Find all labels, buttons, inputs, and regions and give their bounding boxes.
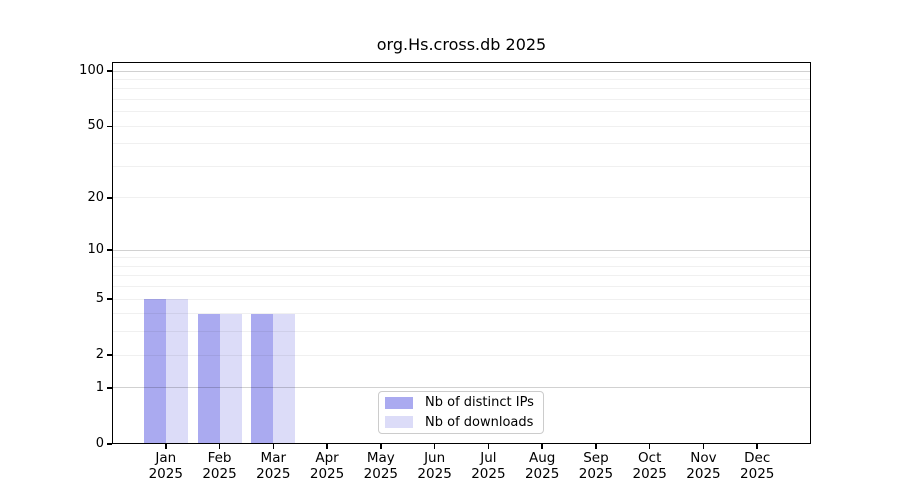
y-tick-0 — [107, 443, 112, 445]
x-tick-label-jun: Jun 2025 — [417, 450, 452, 482]
x-tick-jul — [487, 444, 490, 449]
gridline-y-50 — [112, 125, 811, 127]
gridline-y-30 — [112, 166, 811, 167]
y-tick-label-1: 1 — [95, 379, 104, 395]
gridline-y-90 — [112, 78, 811, 80]
gridline-y-3 — [112, 331, 811, 333]
x-tick-label-may: May 2025 — [363, 450, 399, 482]
gridline-y-8 — [112, 265, 811, 267]
gridline-y-9 — [112, 257, 811, 259]
gridline-y-40 — [112, 143, 811, 145]
x-tick-sep — [595, 444, 597, 449]
y-tick-label-20: 20 — [87, 189, 104, 205]
x-tick-nov — [702, 444, 705, 449]
y-tick-label-50: 50 — [87, 118, 104, 134]
x-tick-mar — [272, 444, 275, 449]
legend-label-downloads: Nb of downloads — [425, 414, 534, 430]
y-tick-50 — [107, 125, 112, 128]
y-tick-20 — [107, 197, 112, 199]
grid-layer — [112, 62, 811, 444]
x-tick-feb — [218, 444, 221, 449]
legend-entry-downloads: Nb of downloads — [385, 414, 537, 432]
x-tick-label-apr: Apr 2025 — [309, 450, 345, 482]
x-tick-label-dec: Dec 2025 — [740, 450, 775, 482]
x-tick-label-oct: Oct 2025 — [632, 450, 667, 482]
x-tick-jun — [433, 444, 436, 449]
y-tick-1 — [107, 387, 112, 389]
y-tick-5 — [107, 298, 112, 300]
bar-distinct-ips-mar — [251, 313, 274, 444]
x-tick-label-jul: Jul 2025 — [471, 450, 506, 482]
gridline-y-60 — [112, 111, 811, 113]
gridline-y-4 — [112, 313, 811, 315]
bar-distinct-ips-jan — [143, 299, 166, 444]
bar-distinct-ips-feb — [197, 313, 220, 444]
gridline-y-70 — [112, 99, 811, 101]
x-tick-label-jan: Jan 2025 — [148, 450, 183, 482]
bar-downloads-feb — [219, 313, 242, 444]
legend: Nb of distinct IPs Nb of downloads — [378, 391, 544, 434]
y-tick-label-10: 10 — [87, 242, 104, 258]
bars-layer — [112, 62, 811, 444]
legend-swatch-distinct-ips — [385, 396, 413, 409]
gridline-y-10 — [112, 249, 811, 251]
y-tick-100 — [107, 70, 112, 72]
gridline-y-7 — [112, 275, 811, 277]
y-tick-label-2: 2 — [95, 347, 104, 363]
gridline-y-20 — [112, 197, 811, 199]
x-tick-may — [380, 444, 382, 449]
y-tick-label-5: 5 — [95, 291, 104, 307]
x-tick-label-sep: Sep 2025 — [578, 450, 614, 482]
gridline-y-1 — [112, 387, 811, 389]
gridline-y-2 — [112, 354, 811, 356]
gridline-y-100 — [112, 70, 811, 72]
y-tick-2 — [107, 354, 112, 356]
x-tick-label-nov: Nov 2025 — [686, 450, 721, 482]
gridline-y-6 — [112, 286, 811, 288]
x-tick-dec — [756, 444, 758, 449]
y-tick-10 — [107, 249, 112, 251]
plot-area — [112, 62, 811, 444]
bar-downloads-jan — [165, 299, 188, 444]
legend-entry-distinct-ips: Nb of distinct IPs — [385, 394, 537, 412]
chart-title: org.Hs.cross.db 2025 — [376, 35, 547, 54]
legend-swatch-downloads — [385, 416, 413, 429]
bar-downloads-mar — [273, 313, 296, 444]
x-tick-label-mar: Mar 2025 — [256, 450, 291, 482]
x-tick-label-feb: Feb 2025 — [202, 450, 237, 482]
y-tick-label-0: 0 — [95, 436, 104, 451]
gridline-y-80 — [112, 88, 811, 90]
y-tick-label-100: 100 — [79, 63, 104, 79]
x-tick-label-aug: Aug 2025 — [524, 450, 560, 482]
x-tick-aug — [541, 444, 543, 449]
x-tick-jan — [165, 444, 167, 449]
legend-label-distinct-ips: Nb of distinct IPs — [425, 395, 534, 411]
x-tick-oct — [648, 444, 651, 449]
x-tick-apr — [326, 444, 328, 449]
gridline-y-5 — [112, 298, 811, 300]
